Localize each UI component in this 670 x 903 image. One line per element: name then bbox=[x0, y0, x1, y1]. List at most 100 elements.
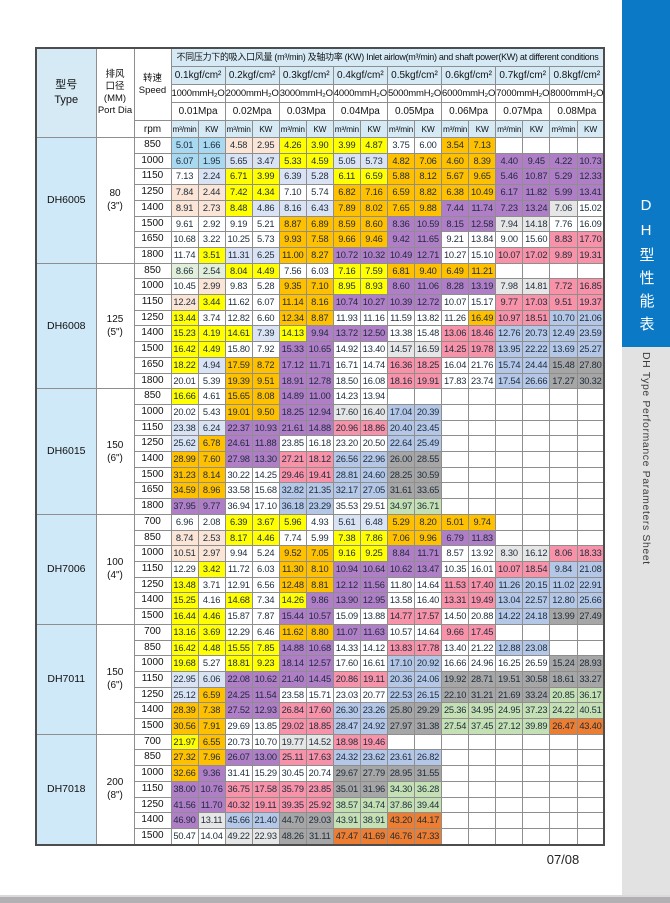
flow-cell: 7.56 bbox=[278, 262, 307, 280]
power-cell: 7.86 bbox=[359, 529, 388, 547]
power-cell: 23.74 bbox=[468, 372, 497, 390]
power-cell: 13.24 bbox=[522, 199, 551, 217]
table-row: DH6008 125 (5") 850 8.66 2.54 8.04 4.49 7.56 6.03… bbox=[35, 262, 605, 390]
speed-cell: 1000 bbox=[133, 403, 172, 421]
power-cell: 22.96 bbox=[359, 451, 388, 468]
power-cell: 24.96 bbox=[468, 655, 497, 672]
speed-cell: 1150 bbox=[133, 780, 172, 798]
power-cell: 14.81 bbox=[522, 278, 551, 296]
power-cell: 26.82 bbox=[413, 749, 443, 767]
flow-cell: 4.82 bbox=[386, 152, 415, 170]
flow-cell bbox=[495, 733, 524, 751]
power-cell: 3.44 bbox=[197, 294, 226, 311]
power-cell bbox=[468, 419, 497, 437]
power-cell: 8.93 bbox=[359, 278, 388, 296]
power-cell: 4.46 bbox=[251, 529, 280, 547]
flow-cell: 14.89 bbox=[278, 388, 307, 405]
port-cell: 150 (6") bbox=[95, 388, 135, 515]
flow-cell: 13.16 bbox=[170, 623, 199, 641]
flow-cell: 21.69 bbox=[495, 686, 524, 704]
power-cell: 22.93 bbox=[251, 827, 280, 846]
flow-cell: 8.66 bbox=[170, 262, 199, 280]
speed-cell: 1800 bbox=[133, 498, 172, 515]
power-cell: 12.58 bbox=[468, 215, 497, 233]
power-cell: 13.92 bbox=[468, 545, 497, 562]
power-cell bbox=[522, 765, 551, 782]
table-row: 1500 30.56 7.91 29.69 13.85 29.02 18.85 28.47 24… bbox=[36, 718, 605, 735]
flow-cell bbox=[549, 513, 578, 531]
power-cell: 2.92 bbox=[197, 215, 226, 233]
speed-cell: 1650 bbox=[133, 356, 172, 374]
flow-cell: 26.07 bbox=[224, 749, 253, 767]
flow-cell: 13.38 bbox=[386, 325, 415, 343]
flow-cell: 7.76 bbox=[549, 215, 578, 233]
table-title: 不同压力下的吸入口风量 (m³/min) 及轴功率 (KW) Inlet air… bbox=[170, 47, 605, 67]
flow-cell: 20.85 bbox=[549, 686, 578, 704]
pressure-mmh2o-header: 5000mmH₂O bbox=[386, 84, 443, 103]
power-cell: 16.59 bbox=[413, 341, 443, 358]
flow-cell: 7.06 bbox=[549, 199, 578, 217]
flow-cell: 12.29 bbox=[170, 560, 199, 578]
pressure-mpa-header: 0.05Mpa bbox=[386, 102, 443, 121]
table-row: 1400 8.91 2.73 8.48 4.86 8.16 6.43 7.89 8.02 7.65… bbox=[36, 199, 605, 217]
flow-cell: 23.61 bbox=[386, 749, 415, 767]
flow-cell: 29.02 bbox=[278, 718, 307, 735]
flow-cell bbox=[495, 403, 524, 421]
power-cell: 3.51 bbox=[197, 246, 226, 264]
power-cell: 5.28 bbox=[251, 278, 280, 296]
power-cell: 31.55 bbox=[413, 765, 443, 782]
flow-cell bbox=[549, 733, 578, 751]
flow-cell: 23.85 bbox=[278, 435, 307, 453]
power-cell: 8.82 bbox=[413, 184, 443, 201]
power-cell: 43.40 bbox=[576, 718, 605, 735]
flow-cell: 14.77 bbox=[386, 608, 415, 625]
power-cell: 7.85 bbox=[251, 639, 280, 657]
speed-cell: 1250 bbox=[133, 435, 172, 453]
flow-cell: 11.80 bbox=[386, 576, 415, 594]
power-cell: 4.86 bbox=[251, 199, 280, 217]
speed-cell: 1500 bbox=[133, 608, 172, 625]
power-cell bbox=[522, 466, 551, 484]
flow-cell: 41.56 bbox=[170, 796, 199, 814]
flow-cell bbox=[495, 262, 524, 280]
flow-cell: 10.25 bbox=[224, 231, 253, 248]
flow-cell: 4.22 bbox=[549, 152, 578, 170]
power-cell: 29.29 bbox=[413, 702, 443, 720]
pressure-kgf-header: 0.3kgf/cm² bbox=[278, 66, 334, 85]
flow-cell: 7.16 bbox=[332, 262, 361, 280]
unit-flow-header: m³/min bbox=[332, 120, 361, 138]
power-cell: 31.21 bbox=[468, 686, 497, 704]
power-cell bbox=[576, 451, 605, 468]
flow-cell: 5.46 bbox=[495, 168, 524, 186]
flow-cell: 3.75 bbox=[386, 137, 415, 154]
power-cell: 25.66 bbox=[576, 592, 605, 610]
table-row: 1250 25.12 6.59 24.25 11.54 23.58 15.71 23.03 20… bbox=[36, 686, 605, 704]
speed-cell: 1250 bbox=[133, 686, 172, 704]
flow-cell: 7.65 bbox=[386, 199, 415, 217]
power-cell: 21.35 bbox=[305, 482, 334, 500]
flow-cell: 17.12 bbox=[278, 356, 307, 374]
power-cell: 18.85 bbox=[305, 718, 334, 735]
power-cell bbox=[522, 262, 551, 280]
flow-cell bbox=[495, 529, 524, 547]
power-cell: 24.06 bbox=[413, 670, 443, 688]
power-cell: 15.10 bbox=[468, 246, 497, 264]
table-row: 1000 19.68 5.27 18.81 9.23 18.14 12.57 17.60 16.… bbox=[36, 655, 605, 672]
power-cell: 21.06 bbox=[576, 309, 605, 327]
flow-cell: 11.00 bbox=[278, 246, 307, 264]
power-cell: 4.49 bbox=[197, 341, 226, 358]
flow-cell: 9.84 bbox=[549, 560, 578, 578]
power-cell: 13.00 bbox=[251, 749, 280, 767]
flow-cell: 31.61 bbox=[386, 482, 415, 500]
power-cell: 37.45 bbox=[468, 718, 497, 735]
power-cell: 5.39 bbox=[197, 372, 226, 390]
flow-cell bbox=[495, 466, 524, 484]
power-cell: 3.47 bbox=[251, 152, 280, 170]
power-cell: 6.59 bbox=[197, 686, 226, 704]
flow-cell: 6.49 bbox=[441, 262, 470, 280]
flow-cell bbox=[549, 388, 578, 405]
speed-cell: 1150 bbox=[133, 560, 172, 578]
power-cell: 38.91 bbox=[359, 812, 388, 829]
flow-cell: 46.76 bbox=[386, 827, 415, 846]
flow-cell: 14.88 bbox=[278, 639, 307, 657]
